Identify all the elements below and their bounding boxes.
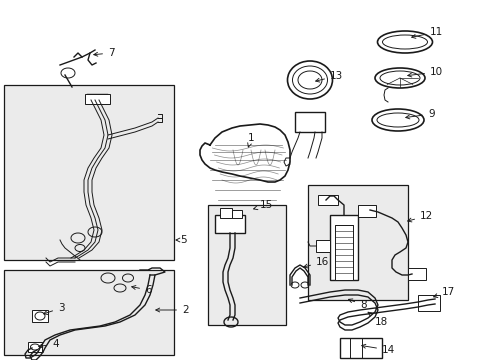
Bar: [294, 112, 325, 132]
Text: 8: 8: [348, 299, 366, 310]
Bar: [315, 240, 329, 252]
Text: 10: 10: [407, 67, 442, 77]
Bar: [85, 94, 110, 104]
Bar: [28, 342, 42, 352]
Text: 9: 9: [405, 109, 434, 119]
Text: 11: 11: [411, 27, 442, 38]
Text: 13: 13: [315, 71, 343, 82]
Text: 6: 6: [131, 285, 151, 295]
Text: 14: 14: [361, 344, 394, 355]
Bar: [231, 210, 242, 218]
Text: 2: 2: [156, 305, 188, 315]
Text: 4: 4: [39, 339, 59, 349]
Bar: [32, 310, 48, 322]
Text: 7: 7: [94, 48, 114, 58]
Text: 1: 1: [247, 133, 254, 147]
Text: 3: 3: [43, 303, 64, 314]
Text: 5: 5: [176, 235, 186, 245]
Bar: [407, 268, 425, 280]
Bar: [4, 270, 174, 355]
Text: 15: 15: [253, 200, 273, 210]
Text: 18: 18: [367, 312, 387, 327]
Bar: [4, 85, 174, 260]
Bar: [215, 215, 244, 233]
Text: 12: 12: [407, 211, 432, 222]
Bar: [207, 205, 285, 325]
Bar: [334, 225, 352, 280]
Bar: [317, 195, 337, 205]
Text: 17: 17: [433, 287, 454, 297]
Bar: [357, 205, 375, 217]
Bar: [220, 208, 231, 218]
Bar: [307, 185, 407, 300]
Bar: [339, 338, 381, 358]
Bar: [417, 295, 439, 311]
Bar: [329, 215, 357, 280]
Text: 16: 16: [303, 257, 328, 268]
